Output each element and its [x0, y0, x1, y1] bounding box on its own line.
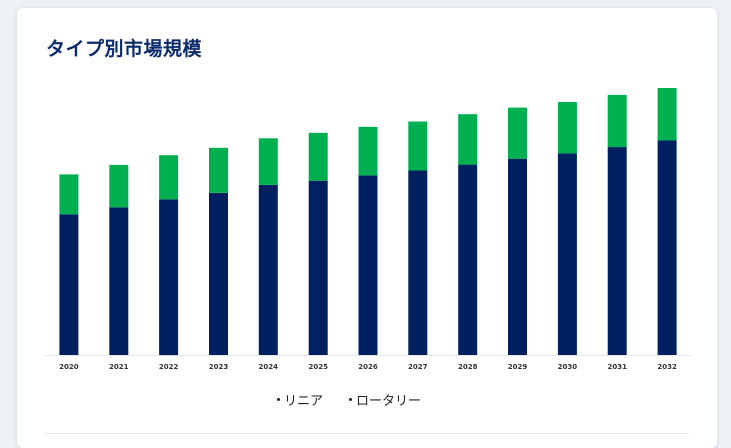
bar-rotary-2032[interactable]	[657, 88, 677, 141]
x-tick-label: 2032	[657, 363, 677, 371]
bar-chart: 2020 2021 2022 2023 2024 2025 2026 2027 2028 2029…	[44, 88, 692, 371]
x-tick-label: 2029	[508, 363, 528, 371]
chart-title: タイプ別市場規模	[46, 38, 203, 60]
legend-label-rotary: ロータリー	[356, 394, 422, 409]
legend-item-linear[interactable]: リニア	[277, 390, 323, 409]
x-tick-label: 2027	[408, 363, 428, 371]
bar-linear-2029[interactable]	[508, 158, 527, 355]
bar-linear-2031[interactable]	[607, 147, 627, 355]
legend-label-linear: リニア	[284, 394, 324, 409]
x-tick-label: 2025	[308, 363, 328, 371]
bar-linear-2030[interactable]	[557, 153, 577, 355]
bar-linear-2027[interactable]	[408, 170, 428, 356]
bar-rotary-2026[interactable]	[358, 126, 378, 176]
x-tick-label: 2024	[259, 363, 279, 371]
x-tick-label: 2026	[358, 363, 378, 371]
bar-linear-2032[interactable]	[657, 140, 677, 356]
bar-linear-2022[interactable]	[159, 199, 179, 356]
bar-rotary-2031[interactable]	[607, 94, 627, 147]
bar-rotary-2024[interactable]	[258, 138, 278, 185]
bar-rotary-2022[interactable]	[159, 155, 179, 200]
bar-rotary-2030[interactable]	[557, 102, 577, 154]
legend-bullet-icon	[277, 398, 280, 401]
bar-linear-2026[interactable]	[358, 175, 378, 356]
x-tick-label: 2023	[209, 363, 229, 371]
legend-item-rotary[interactable]: ロータリー	[349, 390, 421, 409]
divider	[45, 433, 689, 434]
chart-legend: リニア ロータリー	[277, 390, 421, 409]
x-tick-label: 2021	[109, 363, 129, 371]
x-tick-label: 2028	[458, 363, 478, 371]
bar-rotary-2020[interactable]	[59, 174, 79, 215]
bar-rotary-2021[interactable]	[109, 164, 129, 208]
x-tick-label: 2020	[59, 363, 79, 371]
bar-linear-2024[interactable]	[258, 184, 278, 355]
bar-rotary-2023[interactable]	[209, 147, 228, 193]
bar-linear-2020[interactable]	[59, 214, 79, 355]
chart-card: タイプ別市場規模 2020 2021 2022 2023 2024 2025 2026 202…	[17, 8, 717, 448]
bar-linear-2025[interactable]	[308, 180, 328, 355]
x-tick-label: 2030	[558, 363, 578, 371]
bar-rotary-2027[interactable]	[408, 121, 428, 171]
bar-rotary-2029[interactable]	[508, 107, 527, 159]
x-tick-label: 2022	[159, 363, 179, 371]
bar-linear-2021[interactable]	[109, 207, 129, 355]
bar-rotary-2025[interactable]	[308, 132, 328, 181]
legend-bullet-icon	[349, 398, 353, 401]
bar-linear-2028[interactable]	[458, 164, 478, 355]
bar-linear-2023[interactable]	[209, 193, 228, 355]
bar-rotary-2028[interactable]	[458, 114, 478, 165]
x-tick-label: 2031	[607, 363, 627, 371]
